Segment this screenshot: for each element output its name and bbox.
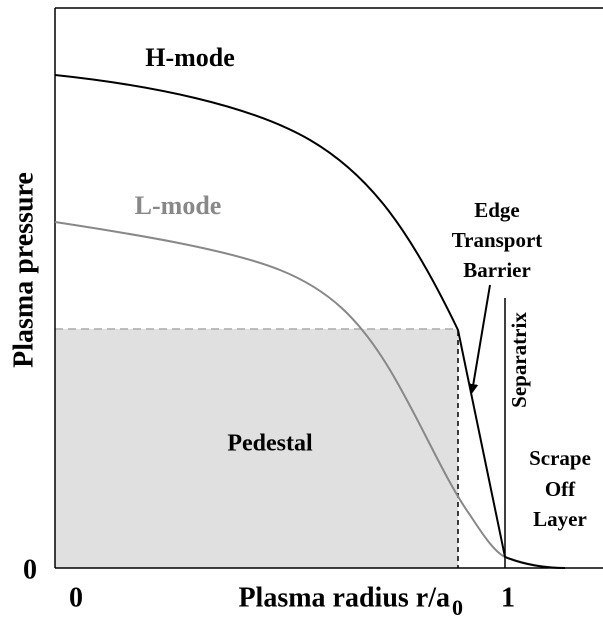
barrier-arrow	[468, 284, 491, 394]
l-mode-label: L-mode	[135, 191, 222, 220]
separatrix-label: Separatrix	[507, 312, 531, 408]
h-mode-label: H-mode	[145, 43, 235, 72]
x-axis-label-subscript: 0	[452, 595, 463, 620]
pedestal-label: Pedestal	[227, 431, 313, 457]
scrape-off-label: Scrape	[529, 446, 591, 470]
pedestal-region	[55, 329, 458, 568]
barrier-label: Transport	[452, 228, 543, 252]
x-zero: 0	[69, 582, 83, 613]
y-zero: 0	[23, 554, 37, 585]
scrape-off-label: Layer	[533, 507, 587, 531]
l-mode-curve	[54, 221, 566, 569]
x-axis-label: Plasma radius r/a	[238, 582, 450, 613]
y-axis-label: Plasma pressure	[8, 172, 39, 368]
h-mode-curve	[54, 74, 566, 569]
barrier-label: Barrier	[463, 258, 531, 282]
barrier-label: Edge	[474, 198, 520, 222]
x-one: 1	[501, 582, 515, 613]
scrape-off-label: Off	[545, 477, 576, 501]
